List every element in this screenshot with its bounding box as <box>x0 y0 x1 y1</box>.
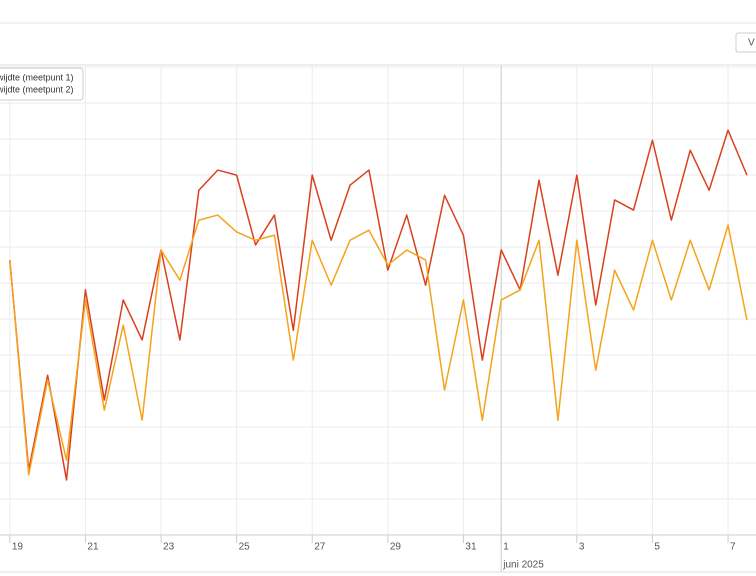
toolbar-button[interactable] <box>735 32 756 53</box>
x-tick-label: 21 <box>87 542 99 553</box>
x-tick-label: 5 <box>654 542 660 553</box>
x-tick-label: 1 <box>503 542 509 553</box>
series-line <box>9 214 748 476</box>
x-tick-label: 31 <box>465 542 477 553</box>
x-tick-label: 27 <box>314 542 326 553</box>
legend <box>0 67 84 101</box>
x-tick-label: 19 <box>12 542 24 553</box>
legend-label: wijdte (meetpunt 1) <box>0 72 74 82</box>
x-tick-label: 25 <box>239 542 251 553</box>
x-tick-label: 23 <box>163 542 175 553</box>
x-sublabel: juni 2025 <box>502 560 544 571</box>
series-line <box>9 129 748 481</box>
x-tick-label: 7 <box>730 542 736 553</box>
x-tick-label: 3 <box>579 542 585 553</box>
toolbar-button-label[interactable]: V <box>748 38 755 49</box>
legend-label: wijdte (meetpunt 2) <box>0 84 74 94</box>
x-tick-label: 29 <box>390 542 402 553</box>
